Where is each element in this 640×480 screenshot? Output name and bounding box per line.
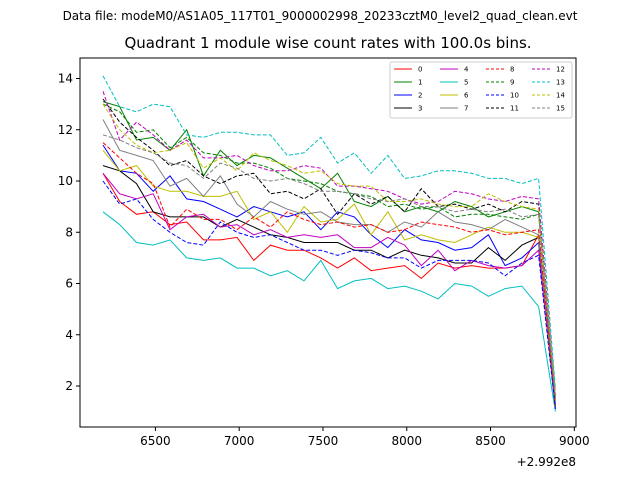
series-line-9 — [102, 103, 556, 399]
chart-title: Quadrant 1 module wise count rates with … — [124, 34, 532, 52]
x-tick-label: 7500 — [308, 434, 339, 448]
supertitle: Data file: modeM0/AS1A05_117T01_90000029… — [62, 9, 578, 23]
y-tick-label: 12 — [58, 123, 73, 137]
y-tick-label: 14 — [58, 72, 73, 86]
legend-label-6: 6 — [464, 92, 469, 100]
legend-label-1: 1 — [418, 79, 422, 87]
legend-label-11: 11 — [510, 105, 519, 113]
legend-label-14: 14 — [556, 92, 565, 100]
series-line-12 — [102, 91, 556, 394]
legend-label-4: 4 — [464, 66, 469, 74]
series-line-6 — [102, 149, 556, 404]
x-tick-label: 9000 — [559, 434, 590, 448]
series-line-15 — [102, 134, 556, 399]
series-line-11 — [102, 98, 556, 397]
series-line-13 — [102, 75, 556, 389]
y-tick-label: 6 — [65, 277, 73, 291]
x-tick-label: 7000 — [224, 434, 255, 448]
series-line-8 — [102, 142, 556, 407]
y-tick-label: 10 — [58, 174, 73, 188]
x-tick-label: 8500 — [475, 434, 506, 448]
legend-label-5: 5 — [464, 79, 468, 87]
series-line-14 — [102, 103, 556, 397]
legend-label-13: 13 — [556, 79, 565, 87]
x-offset-label: +2.992e8 — [517, 455, 576, 469]
series-line-3 — [102, 165, 556, 407]
legend-label-10: 10 — [510, 92, 519, 100]
series-line-5 — [102, 211, 556, 412]
x-tick-label: 8000 — [391, 434, 422, 448]
y-axis: 2 4 6 8 10 12 14 — [58, 72, 80, 393]
legend-label-9: 9 — [510, 79, 514, 87]
x-tick-label: 6500 — [140, 434, 171, 448]
y-tick-label: 8 — [65, 225, 73, 239]
legend-frame — [389, 61, 573, 119]
legend-label-8: 8 — [510, 66, 514, 74]
series-line-4 — [102, 172, 556, 404]
series-line-0 — [102, 173, 556, 407]
y-tick-label: 4 — [65, 328, 73, 342]
legend-label-7: 7 — [464, 105, 468, 113]
legend-label-0: 0 — [418, 66, 422, 74]
series-line-2 — [102, 144, 556, 410]
series-layer — [102, 75, 556, 412]
axes-frame — [79, 57, 577, 428]
y-tick-label: 2 — [65, 379, 73, 393]
series-line-1 — [102, 101, 556, 402]
legend-label-15: 15 — [556, 105, 565, 113]
legend-label-3: 3 — [418, 105, 422, 113]
series-line-10 — [102, 180, 556, 410]
legend-label-2: 2 — [418, 92, 422, 100]
series-line-7 — [102, 119, 556, 407]
legend-label-12: 12 — [556, 66, 565, 74]
x-axis: 6500 7000 7500 8000 8500 9000 — [140, 427, 590, 448]
